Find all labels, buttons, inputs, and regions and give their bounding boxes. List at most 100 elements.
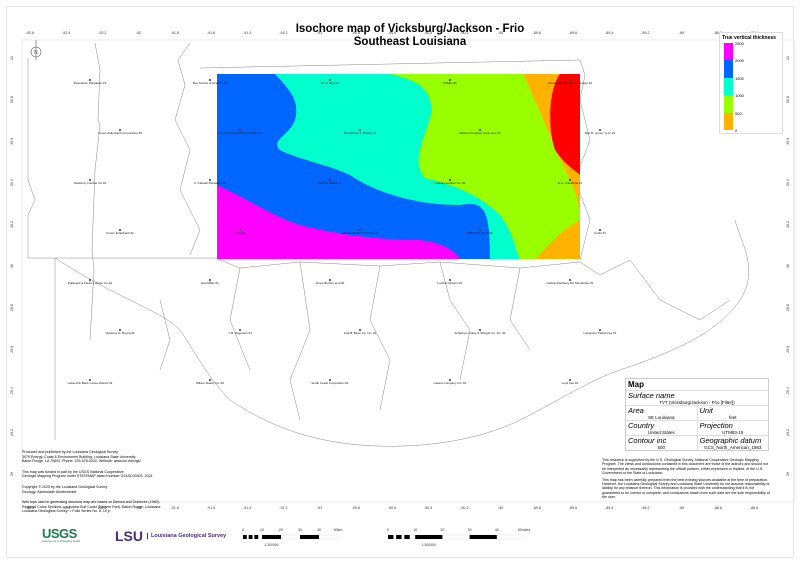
well-label: A. Claudel Plantation #1 <box>194 181 227 185</box>
well-label: Crown Zellerbach Corporation #3 <box>98 131 143 135</box>
longitude-tick-label: -88.8 <box>714 31 722 35</box>
longitude-tick-label: -92.2 <box>98 506 106 510</box>
longitude-tick-label: -92.2 <box>98 31 106 35</box>
well-marker[interactable]: Rosedown Plantation #1 <box>74 79 107 85</box>
datum-value: GCS_North_American_1983 <box>704 445 762 450</box>
well-label: Livingston Parish Fee #1 <box>583 331 616 335</box>
longitude-tick-label: -90.2 <box>460 31 468 35</box>
well-icon <box>329 379 331 381</box>
map-sheet <box>6 6 794 558</box>
well-label: Lafourche Basin Levee District #1 <box>68 381 113 385</box>
well-marker[interactable]: Lafourche Basin Levee District #1 <box>68 379 113 385</box>
credits-funding: This map was funded in part by the USGS … <box>22 470 153 479</box>
well-marker[interactable]: Jones Burden et al #1 <box>315 279 345 285</box>
legend-tick: 1000 <box>735 93 744 99</box>
projection-value: UTM83-15 <box>722 430 744 435</box>
latitude-tick-label: 29.4 <box>786 387 790 394</box>
scale-tick: 10 <box>413 528 417 532</box>
well-marker[interactable]: Crown Zellerbach Corporation #3 <box>98 129 143 135</box>
well-icon <box>239 329 241 331</box>
longitude-tick-label: -90.6 <box>388 506 396 510</box>
well-marker[interactable]: Loyd Fee #1 <box>562 379 579 385</box>
scale-tick: 50miles <box>518 528 531 532</box>
longitude-tick-label: -91.2 <box>279 506 287 510</box>
scale-bar: 0 10 20 30 40 50miles 1:300000 <box>387 528 530 547</box>
longitude-tick-label: -91.2 <box>279 31 287 35</box>
well-marker[interactable]: Hammond Oil & Gas Co. #1 <box>341 229 379 235</box>
well-icon <box>479 329 481 331</box>
well-label: Hurlste Paulburg Dix Montantier #1 <box>547 281 594 285</box>
well-locations: Rosedown Plantation #1 Boy Scouts of Amer… <box>68 79 617 385</box>
well-marker[interactable]: Crown Zellerbach Corporation #2 <box>218 129 263 135</box>
scale-segment <box>404 535 410 539</box>
well-marker[interactable]: A. Claudel Plantation #1 <box>194 179 227 185</box>
well-marker[interactable]: Crown Zellerbach #1 <box>106 229 134 235</box>
longitude-tick-label: -89.6 <box>569 31 577 35</box>
well-label: Loyd Fee #1 <box>562 381 579 385</box>
well-icon <box>359 329 361 331</box>
well-label: Lindsay Lumber Co. #1 <box>434 181 465 185</box>
well-marker[interactable]: Pollevard & Fierce Lumber Co #1 <box>68 279 113 285</box>
isochore-surface[interactable] <box>217 74 580 259</box>
well-icon <box>209 279 211 281</box>
well-marker[interactable]: Lindsay Lumber Co. #1 <box>434 179 466 185</box>
well-marker[interactable]: Crown Zellerbach Corporation #1 <box>548 79 593 85</box>
well-icon <box>569 79 571 81</box>
well-marker[interactable]: Nally #1 <box>235 229 246 235</box>
latitude-tick-label: 29.4 <box>10 387 14 394</box>
well-label: William T. Joyce #1 <box>467 231 493 235</box>
longitude-tick-label: -92.4 <box>62 506 70 510</box>
scale-segment <box>300 535 319 539</box>
well-icon <box>599 129 601 131</box>
scale-tick: 20 <box>279 528 283 532</box>
well-label: Hammond Oil & Gas Co. #1 <box>341 231 379 235</box>
well-marker[interactable]: Murphy Rollow #1 <box>318 179 342 185</box>
well-marker[interactable]: E. A. Tranchina #1 <box>558 179 583 185</box>
scale-tick: 10 <box>260 528 264 532</box>
north-arrow-icon: N <box>30 40 42 60</box>
well-marker[interactable]: Newberry Lumber Co #1 <box>74 179 107 185</box>
legend-tick: 1500 <box>735 75 744 81</box>
well-marker[interactable]: Boy Scouts of America #1 <box>193 79 228 85</box>
well-marker[interactable]: Mrs Fannie T. Brooks #1 <box>344 129 377 135</box>
well-icon <box>599 329 601 331</box>
well-label: Newberry Lumber Co #1 <box>74 181 107 185</box>
well-label: Lumber Mouton #1 <box>437 281 463 285</box>
well-marker[interactable]: Curtis #1 <box>594 229 606 235</box>
longitude-tick-label: -89.2 <box>641 31 649 35</box>
well-marker[interactable]: Schwing Lumber & Shingle Co. Inc. #1 <box>454 329 506 335</box>
well-marker[interactable]: William T. Joyce #1 <box>467 229 493 235</box>
well-marker[interactable]: Earl Miller #1 <box>201 279 219 285</box>
well-icon <box>329 179 331 181</box>
well-icon <box>449 79 451 81</box>
well-marker[interactable]: Latona Company Inc. #1 <box>434 379 467 385</box>
well-icon <box>599 229 601 231</box>
longitude-tick-label: -89 <box>679 31 684 35</box>
well-label: Jones Burden et al #1 <box>315 281 345 285</box>
well-marker[interactable]: Lumber Mouton #1 <box>437 279 463 285</box>
well-marker[interactable]: Hurlste Paulburg Dix Montantier #1 <box>547 279 594 285</box>
well-icon <box>89 79 91 81</box>
well-marker[interactable]: Waxtel Container Corp. Fee #1 <box>459 129 501 135</box>
well-icon <box>569 379 571 381</box>
well-marker[interactable]: Bob R. Jones "A-A" #1 <box>585 129 615 135</box>
well-marker[interactable]: W. E. Day #1 <box>321 79 339 85</box>
well-icon <box>449 279 451 281</box>
well-label: Phillips #1 <box>443 81 457 85</box>
well-marker[interactable]: Lula B. Bean Co. Inc. #1 <box>344 329 377 335</box>
well-marker[interactable]: J. B. Rogerson #1 <box>228 329 252 335</box>
north-label: N <box>34 50 38 56</box>
well-marker[interactable]: Phillips #1 <box>443 79 457 85</box>
longitude-tick-label: -90.4 <box>424 31 432 35</box>
longitude-tick-label: -91.4 <box>243 506 251 510</box>
well-label: Wilson Realty Co. #2 <box>196 381 224 385</box>
well-marker[interactable]: Livingston Parish Fee #1 <box>583 329 617 335</box>
usgs-logo: USGS science for a changing world <box>42 526 80 543</box>
well-marker[interactable]: Clarence G. Boyce #1 <box>105 329 135 335</box>
well-marker[interactable]: Wilson Realty Co. #2 <box>196 379 224 385</box>
well-marker[interactable]: South Coast Corporation #1 <box>311 379 349 385</box>
longitude-tick-label: -91.8 <box>171 31 179 35</box>
well-icon <box>89 179 91 181</box>
latitude-tick-label: 30.8 <box>10 96 14 103</box>
